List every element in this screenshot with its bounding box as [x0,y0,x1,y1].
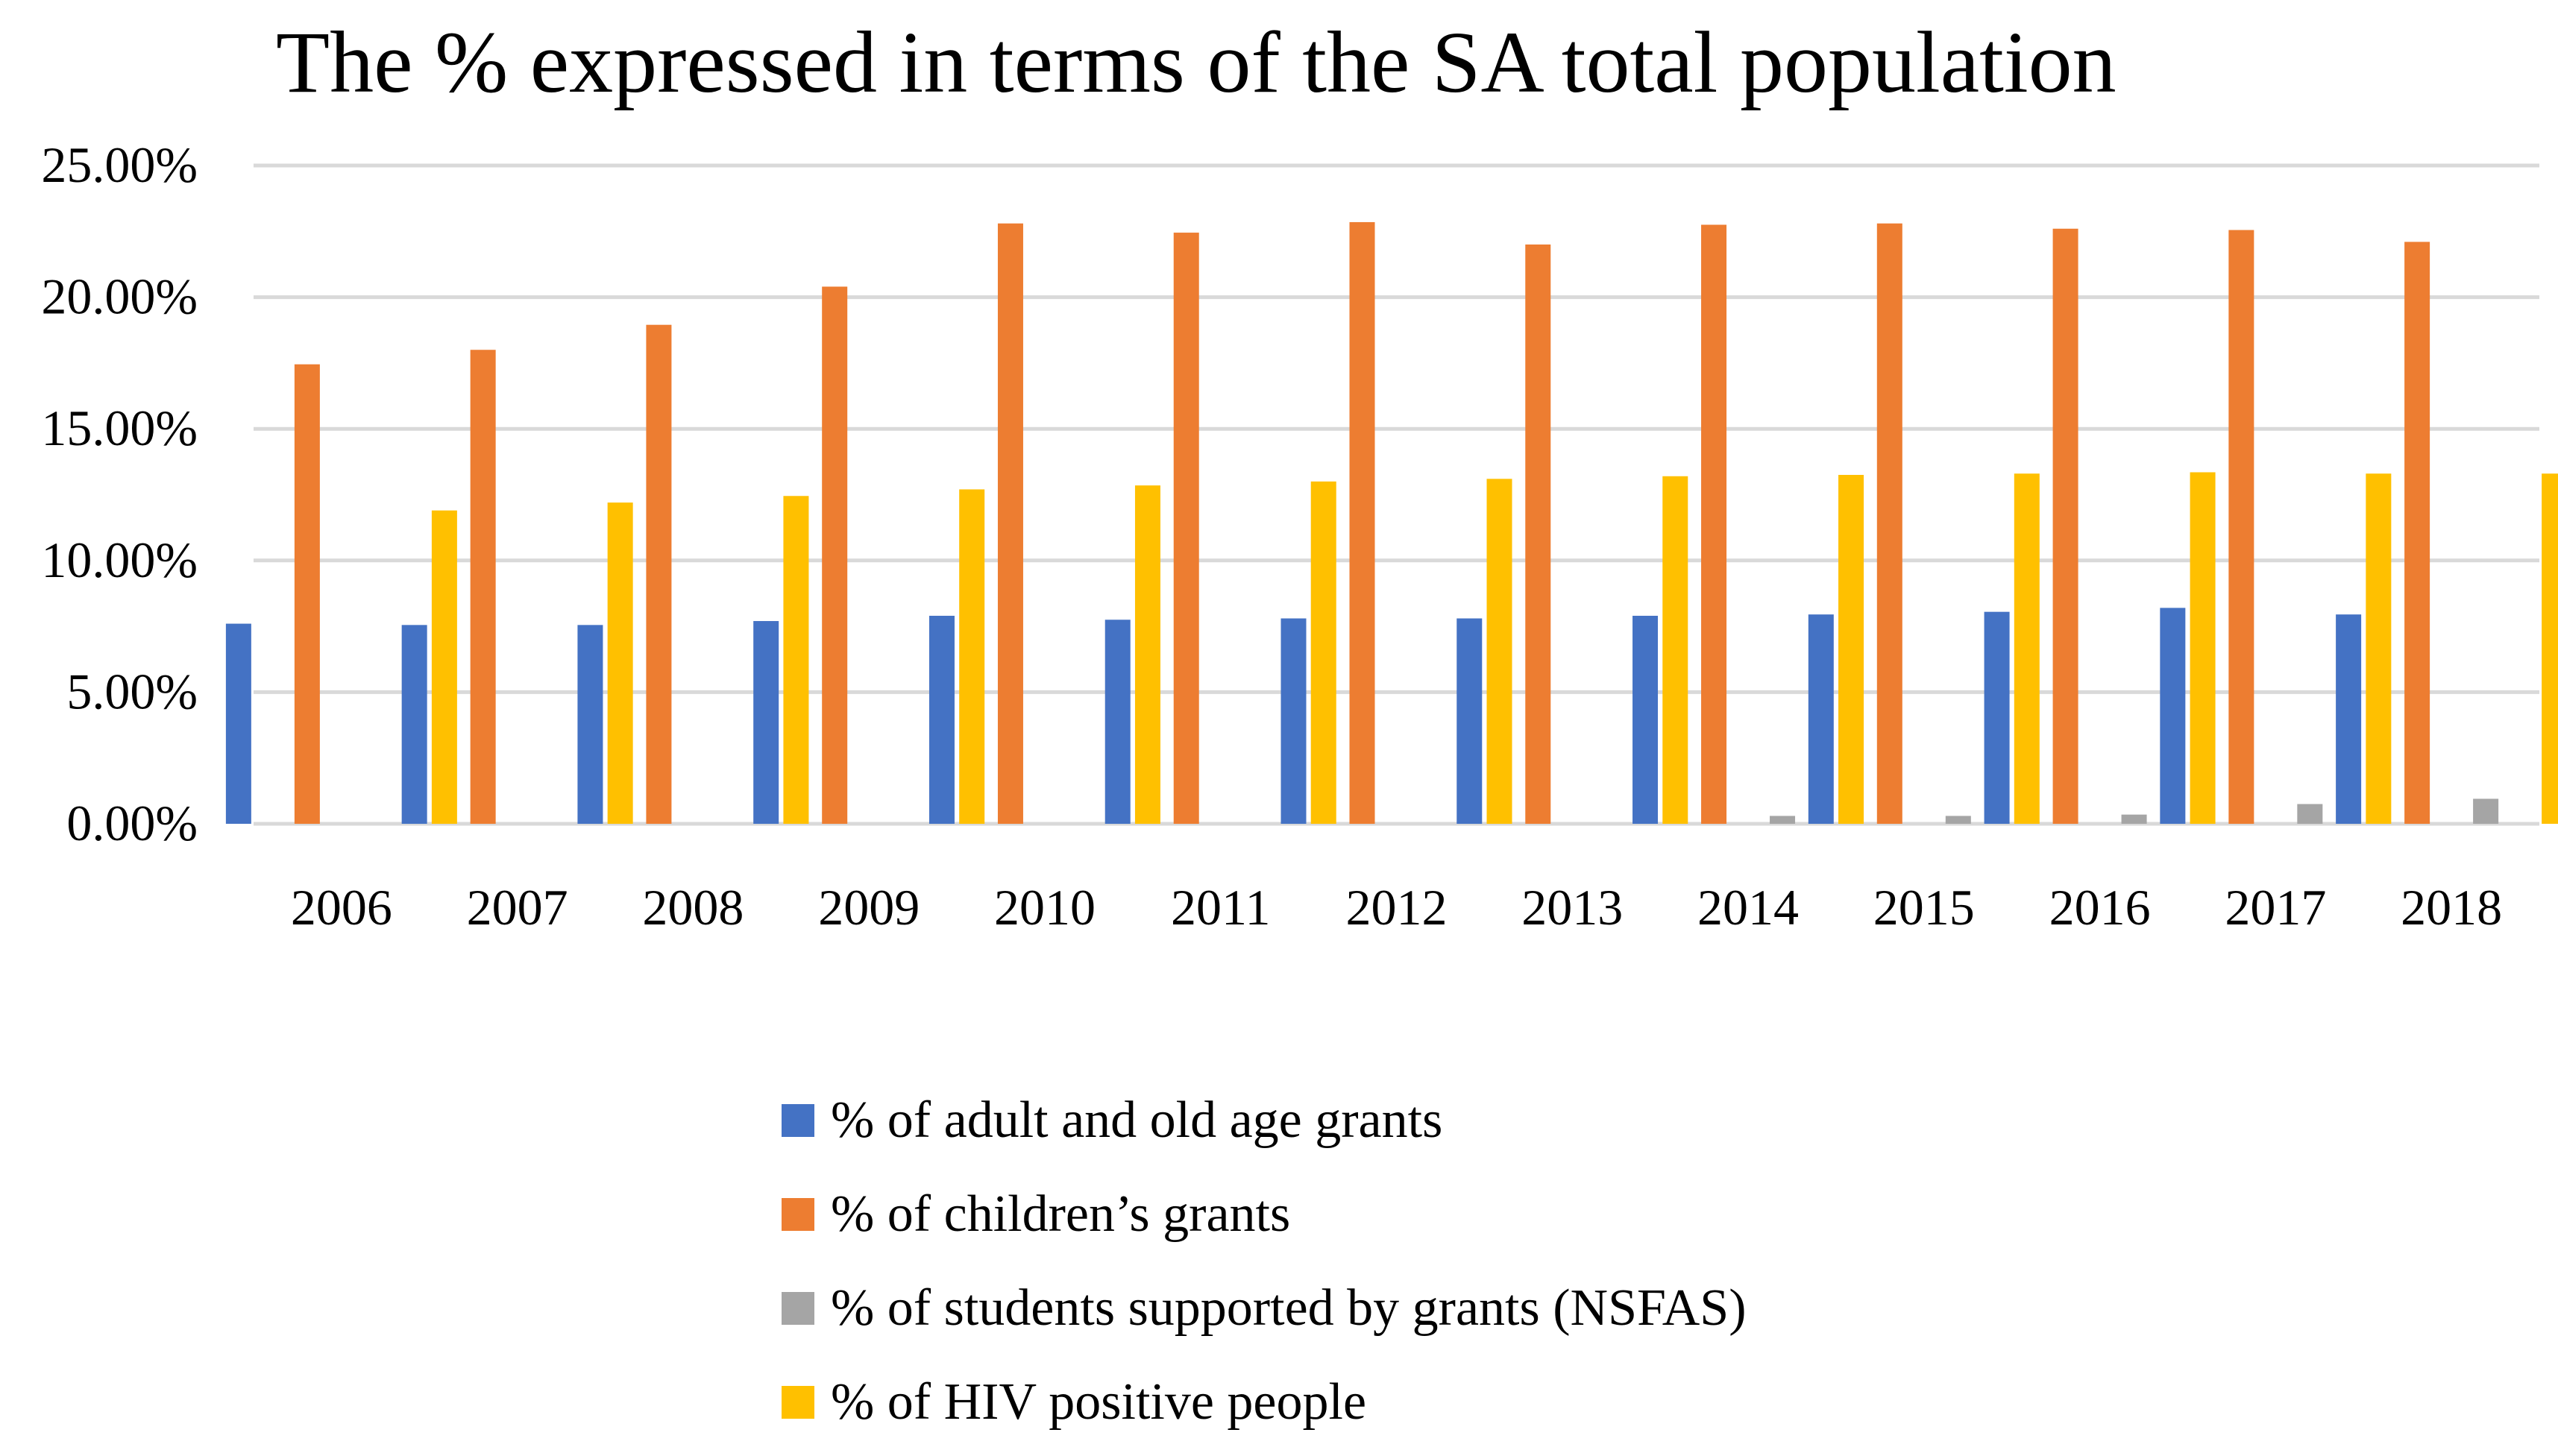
x-tick-label: 2013 [1521,879,1623,936]
x-tick-label: 2008 [642,879,744,936]
bar-of-children-s-grants-2006[interactable] [294,364,320,824]
y-tick-label: 0.00% [66,795,198,851]
y-tick-label: 15.00% [41,400,198,456]
y-tick-label: 5.00% [66,663,198,719]
bar-of-adult-and-old-age-grants-2015[interactable] [1808,614,1834,824]
bar-of-adult-and-old-age-grants-2012[interactable] [1280,618,1307,824]
x-tick-label: 2012 [1346,879,1448,936]
y-tick-label: 10.00% [41,532,198,588]
legend-item-childrens-grants[interactable]: % of children’s grants [782,1167,2273,1261]
bar-of-hiv-positive-people-2007[interactable] [607,502,633,824]
bar-of-adult-and-old-age-grants-2017[interactable] [2160,608,2186,824]
bar-of-hiv-positive-people-2006[interactable] [431,510,457,824]
bar-of-adult-and-old-age-grants-2018[interactable] [2336,614,2362,824]
bar-of-children-s-grants-2017[interactable] [2228,230,2254,824]
legend-item-hiv-positive[interactable]: % of HIV positive people [782,1355,2273,1449]
bar-of-adult-and-old-age-grants-2007[interactable] [401,625,427,824]
legend-label: % of children’s grants [831,1185,1291,1243]
y-axis-tick-labels: 0.00% 5.00% 10.00% 15.00% 20.00% 25.00% [41,136,198,851]
bar-of-students-supported-by-grants-nsfas-2016[interactable] [2121,814,2147,824]
x-tick-label: 2016 [2049,879,2151,936]
legend: % of adult and old age grants % of child… [782,1074,2273,1449]
legend-swatch-nsfas-students [782,1292,814,1325]
x-tick-label: 2014 [1697,879,1799,936]
bar-of-hiv-positive-people-2010[interactable] [1134,485,1160,824]
bar-of-children-s-grants-2011[interactable] [1173,233,1199,824]
x-tick-label: 2017 [2225,879,2326,936]
bar-of-adult-and-old-age-grants-2009[interactable] [753,621,779,824]
bar-of-hiv-positive-people-2017[interactable] [2366,473,2392,824]
bar-of-hiv-positive-people-2014[interactable] [1838,475,1864,824]
legend-label: % of students supported by grants (NSFAS… [831,1279,1747,1337]
legend-item-nsfas-students[interactable]: % of students supported by grants (NSFAS… [782,1261,2273,1355]
bar-of-adult-and-old-age-grants-2010[interactable] [928,615,955,824]
bar-of-children-s-grants-2010[interactable] [997,223,1023,825]
bar-of-adult-and-old-age-grants-2008[interactable] [577,625,603,824]
x-tick-label: 2011 [1171,879,1270,936]
bar-of-adult-and-old-age-grants-2011[interactable] [1104,620,1131,824]
legend-swatch-adult-old-age-grants [782,1104,814,1137]
x-tick-label: 2010 [994,879,1096,936]
bar-of-children-s-grants-2018[interactable] [2404,242,2430,825]
bar-of-children-s-grants-2013[interactable] [1525,244,1551,825]
x-tick-label: 2006 [291,879,392,936]
bar-of-adult-and-old-age-grants-2013[interactable] [1456,618,1483,824]
y-tick-label: 20.00% [41,268,198,325]
bar-of-hiv-positive-people-2016[interactable] [2190,472,2216,824]
bar-of-children-s-grants-2007[interactable] [470,350,496,824]
x-tick-label: 2015 [1873,879,1975,936]
x-tick-label: 2018 [2401,879,2502,936]
bar-of-children-s-grants-2014[interactable] [1701,224,1727,825]
bar-of-hiv-positive-people-2009[interactable] [959,489,985,824]
bars [225,221,2558,825]
bar-of-students-supported-by-grants-nsfas-2015[interactable] [1945,816,1971,824]
bar-of-hiv-positive-people-2018[interactable] [2542,473,2558,824]
bar-of-hiv-positive-people-2012[interactable] [1486,479,1512,824]
legend-label: % of HIV positive people [831,1373,1367,1431]
bar-of-hiv-positive-people-2011[interactable] [1310,481,1336,824]
legend-label: % of adult and old age grants [831,1091,1443,1149]
bar-of-children-s-grants-2008[interactable] [646,324,672,824]
chart-title: The % expressed in terms of the SA total… [276,13,2117,111]
bar-of-children-s-grants-2012[interactable] [1349,221,1375,824]
bar-of-adult-and-old-age-grants-2006[interactable] [225,623,251,824]
x-tick-label: 2007 [467,879,568,936]
bar-of-students-supported-by-grants-nsfas-2018[interactable] [2473,798,2499,824]
legend-swatch-childrens-grants [782,1198,814,1231]
bar-of-students-supported-by-grants-nsfas-2014[interactable] [1770,816,1796,824]
bar-of-hiv-positive-people-2008[interactable] [783,496,809,824]
bar-of-children-s-grants-2009[interactable] [822,286,848,824]
bar-of-hiv-positive-people-2015[interactable] [2014,473,2040,824]
bar-of-adult-and-old-age-grants-2016[interactable] [1984,611,2010,824]
legend-item-adult-old-age-grants[interactable]: % of adult and old age grants [782,1074,2273,1167]
y-tick-label: 25.00% [41,136,198,193]
gridlines [254,163,2539,826]
x-axis-tick-labels: 2006 2007 2008 2009 2010 2011 2012 2013 2014 2015… [291,879,2502,936]
bar-of-hiv-positive-people-2013[interactable] [1662,476,1688,824]
x-tick-label: 2009 [818,879,920,936]
bar-of-children-s-grants-2015[interactable] [1876,223,1902,825]
bar-of-children-s-grants-2016[interactable] [2052,228,2078,824]
legend-swatch-hiv-positive [782,1386,814,1419]
bar-of-adult-and-old-age-grants-2014[interactable] [1632,615,1659,824]
bar-of-students-supported-by-grants-nsfas-2017[interactable] [2297,804,2323,824]
